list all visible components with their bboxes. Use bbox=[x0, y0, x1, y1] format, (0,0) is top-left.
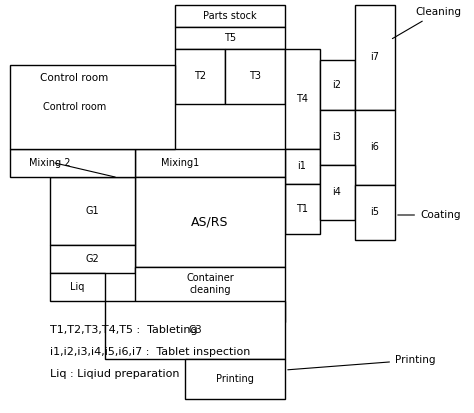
Text: T5: T5 bbox=[224, 33, 236, 43]
Text: T4: T4 bbox=[296, 94, 308, 104]
Bar bbox=[355, 110, 395, 185]
Text: Liq: Liq bbox=[70, 282, 84, 292]
Text: G2: G2 bbox=[85, 254, 99, 264]
Text: Cleaning: Cleaning bbox=[392, 7, 461, 38]
Bar bbox=[320, 165, 355, 220]
Bar bbox=[105, 301, 285, 359]
Text: Control room: Control room bbox=[44, 102, 107, 112]
Bar bbox=[285, 149, 320, 184]
Bar bbox=[175, 49, 225, 104]
Bar bbox=[175, 27, 285, 49]
Bar bbox=[135, 267, 285, 322]
Bar bbox=[10, 65, 175, 149]
Text: i1: i1 bbox=[298, 161, 306, 171]
Bar bbox=[225, 49, 285, 104]
Bar bbox=[185, 359, 285, 399]
Text: G1: G1 bbox=[85, 206, 99, 216]
Text: i5: i5 bbox=[371, 207, 380, 217]
Text: i4: i4 bbox=[333, 187, 341, 197]
Text: i1,i2,i3,i4,i5,i6,i7 :  Tablet inspection: i1,i2,i3,i4,i5,i6,i7 : Tablet inspection bbox=[50, 347, 250, 357]
Text: T1: T1 bbox=[296, 204, 308, 214]
Bar bbox=[355, 5, 395, 110]
Text: Liq : Liqiud preparation: Liq : Liqiud preparation bbox=[50, 369, 180, 379]
Text: T1,T2,T3,T4,T5 :  Tableting: T1,T2,T3,T4,T5 : Tableting bbox=[50, 325, 198, 335]
Text: Printing: Printing bbox=[288, 355, 436, 370]
Bar bbox=[285, 49, 320, 149]
Text: i6: i6 bbox=[371, 142, 380, 152]
Bar bbox=[320, 60, 355, 110]
Text: G3: G3 bbox=[188, 325, 202, 335]
Text: Printing: Printing bbox=[216, 374, 254, 384]
Text: i3: i3 bbox=[333, 132, 341, 142]
Bar bbox=[10, 149, 135, 177]
Bar bbox=[135, 149, 285, 177]
Bar bbox=[355, 185, 395, 240]
Text: Mixing1: Mixing1 bbox=[161, 158, 199, 168]
Text: Parts stock: Parts stock bbox=[203, 11, 257, 21]
Bar bbox=[175, 5, 285, 27]
Bar bbox=[50, 273, 105, 301]
Text: Container
cleaning: Container cleaning bbox=[186, 273, 234, 295]
Bar bbox=[285, 184, 320, 234]
Text: AS/RS: AS/RS bbox=[191, 216, 229, 228]
Text: Coating: Coating bbox=[398, 210, 461, 220]
Text: T2: T2 bbox=[194, 71, 206, 81]
Bar bbox=[320, 110, 355, 165]
Text: T3: T3 bbox=[249, 71, 261, 81]
Bar bbox=[50, 177, 135, 245]
Text: Control room: Control room bbox=[40, 73, 108, 83]
Bar bbox=[50, 245, 135, 273]
Text: Mixing 2: Mixing 2 bbox=[29, 158, 71, 168]
Text: i7: i7 bbox=[371, 52, 380, 62]
Text: i2: i2 bbox=[332, 80, 341, 90]
Bar bbox=[135, 177, 285, 267]
